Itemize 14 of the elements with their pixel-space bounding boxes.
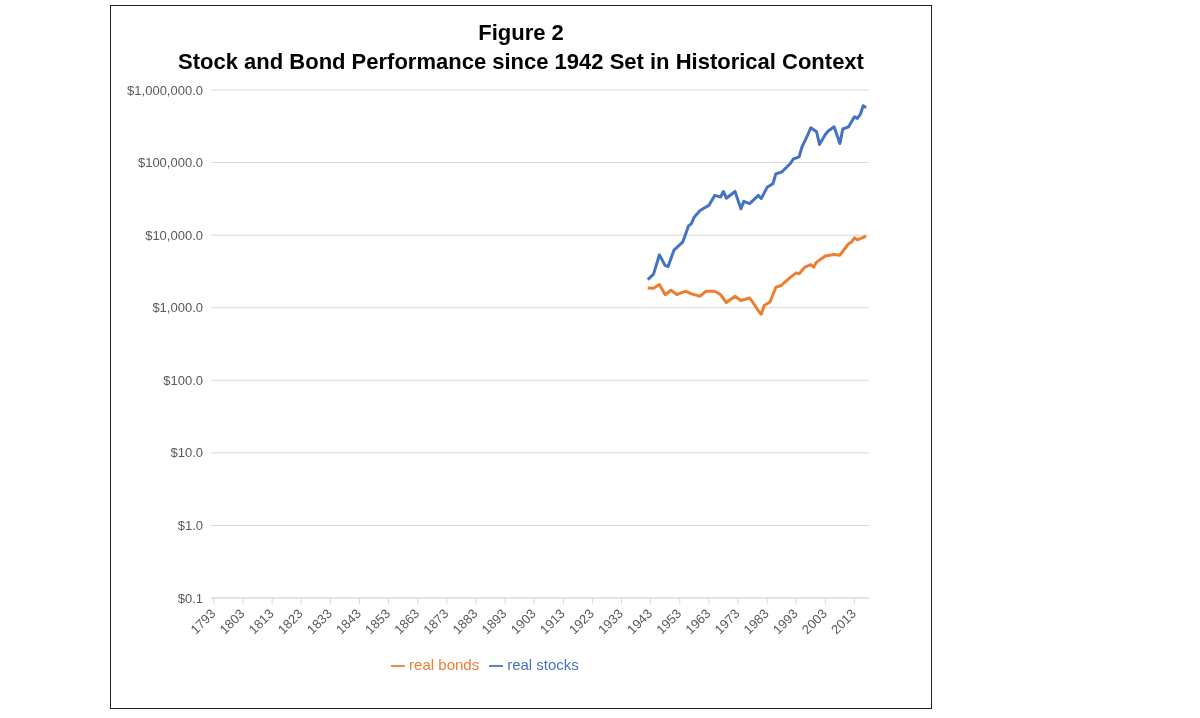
y-tick-label: $10.0 [170, 445, 203, 461]
y-tick-label: $1,000.0 [152, 300, 203, 316]
y-tick-label: $100.0 [163, 372, 203, 388]
legend-label: real bonds [409, 656, 480, 673]
y-tick-label: $1,000,000.0 [127, 82, 203, 98]
chart-title: Figure 2 [477, 19, 565, 47]
y-tick-label: $10,000.0 [145, 227, 203, 243]
chart-subtitle: Stock and Bond Performance since 1942 Set in Historical Context [177, 48, 865, 76]
y-tick-label: $1.0 [177, 518, 203, 534]
legend-label: real stocks [507, 656, 579, 673]
y-tick-label: $0.1 [177, 590, 203, 606]
line-series [646, 234, 868, 316]
line-series [646, 104, 868, 282]
y-tick-label: $100,000.0 [137, 155, 203, 171]
